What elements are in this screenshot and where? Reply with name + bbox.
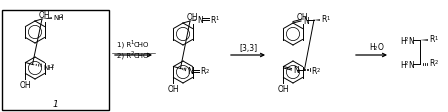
Text: 2) R: 2) R <box>117 52 131 59</box>
Text: 2: 2 <box>130 51 134 56</box>
Text: OH: OH <box>278 85 289 94</box>
Polygon shape <box>420 40 428 41</box>
Text: 1) R: 1) R <box>117 41 131 48</box>
Text: R: R <box>429 59 435 68</box>
Text: NH: NH <box>43 64 54 70</box>
Text: O: O <box>378 42 383 51</box>
Text: N: N <box>303 16 309 25</box>
Text: H: H <box>400 60 406 69</box>
Text: CHO: CHO <box>134 53 149 58</box>
Text: R: R <box>200 66 206 75</box>
Text: 2: 2 <box>317 67 320 72</box>
Text: 2: 2 <box>435 59 438 64</box>
Text: OH: OH <box>20 81 31 90</box>
Text: CHO: CHO <box>134 42 149 48</box>
Polygon shape <box>190 20 196 22</box>
Text: 2: 2 <box>51 63 54 68</box>
Text: N: N <box>197 16 203 25</box>
Text: N: N <box>187 66 193 75</box>
Text: 1: 1 <box>435 36 438 41</box>
Text: 1: 1 <box>52 100 58 109</box>
Text: NH: NH <box>53 15 64 21</box>
Text: [3,3]: [3,3] <box>239 43 257 52</box>
Text: 1: 1 <box>327 16 330 21</box>
Text: 2: 2 <box>405 60 409 65</box>
Text: OH: OH <box>168 85 179 94</box>
Text: OH: OH <box>297 13 308 22</box>
Text: 2: 2 <box>374 46 377 51</box>
Text: N: N <box>293 65 299 74</box>
Text: R: R <box>311 66 317 75</box>
Text: R: R <box>321 15 327 24</box>
Text: 2: 2 <box>405 37 409 42</box>
Text: 1: 1 <box>130 40 134 45</box>
Text: 1: 1 <box>215 16 219 21</box>
Text: R: R <box>210 16 215 25</box>
Text: N: N <box>409 36 414 45</box>
Polygon shape <box>42 18 52 20</box>
Text: H: H <box>369 42 375 51</box>
Text: 2: 2 <box>60 14 63 19</box>
Text: R: R <box>429 35 435 44</box>
Text: OH: OH <box>187 13 198 22</box>
Bar <box>1 11 108 110</box>
Text: OH: OH <box>39 11 50 20</box>
Text: H: H <box>400 36 406 45</box>
Text: N: N <box>409 60 414 69</box>
Text: 2: 2 <box>206 68 209 73</box>
Polygon shape <box>314 20 320 22</box>
